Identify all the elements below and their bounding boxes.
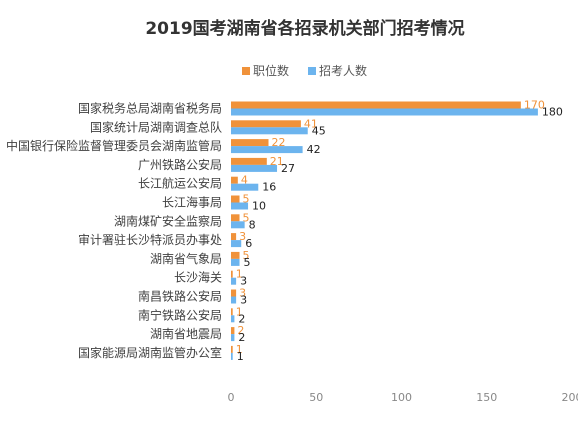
value-label-1-1: 45 <box>312 124 326 137</box>
bar-1-8 <box>231 258 240 266</box>
legend-swatch-0 <box>242 67 250 75</box>
bar-1-9 <box>231 277 237 285</box>
value-label-1-12: 2 <box>238 331 245 344</box>
bar-1-1 <box>231 127 308 135</box>
value-label-1-2: 42 <box>307 143 321 156</box>
x-tick-label: 100 <box>391 391 412 404</box>
bar-1-3 <box>231 164 278 172</box>
value-label-0-0: 170 <box>524 99 545 112</box>
bar-0-4 <box>231 176 238 184</box>
bar-0-6 <box>231 214 240 222</box>
bar-1-13 <box>231 352 233 360</box>
bar-1-5 <box>231 202 249 210</box>
value-label-1-13: 1 <box>237 350 244 363</box>
value-label-0-3: 21 <box>270 155 284 168</box>
x-tick-label: 50 <box>309 391 323 404</box>
category-label: 长沙海关 <box>174 270 222 285</box>
bar-1-2 <box>231 146 303 154</box>
category-label: 审计署驻长沙特派员办事处 <box>78 232 222 247</box>
legend-swatch-1 <box>308 67 316 75</box>
value-label-1-8: 5 <box>244 256 251 269</box>
bar-0-9 <box>231 270 233 278</box>
bar-0-8 <box>231 251 240 259</box>
value-label-0-10: 3 <box>239 287 246 300</box>
value-label-1-4: 16 <box>262 181 276 194</box>
value-label-1-3: 27 <box>281 162 295 175</box>
category-label: 湖南煤矿安全监察局 <box>114 213 222 228</box>
category-label: 国家能源局湖南监管办公室 <box>78 345 222 360</box>
value-label-1-10: 3 <box>240 294 247 307</box>
category-labels: 国家税务总局湖南省税务局国家统计局湖南调查总队中国银行保险监督管理委员会湖南监管… <box>6 101 222 360</box>
category-label: 广州铁路公安局 <box>138 157 222 172</box>
bar-0-7 <box>231 233 237 241</box>
bar-0-12 <box>231 327 235 335</box>
value-label-1-7: 6 <box>245 237 252 250</box>
category-label: 长江航运公安局 <box>138 176 222 191</box>
value-label-0-9: 1 <box>236 268 243 281</box>
value-label-0-11: 1 <box>236 305 243 318</box>
value-label-0-12: 2 <box>237 324 244 337</box>
bar-1-11 <box>231 315 235 323</box>
bar-1-4 <box>231 183 259 191</box>
bar-1-6 <box>231 221 245 229</box>
category-label: 中国银行保险监督管理委员会湖南监管局 <box>6 138 222 153</box>
category-label: 湖南省气象局 <box>150 251 222 266</box>
value-label-0-8: 5 <box>243 249 250 262</box>
legend: 职位数 招考人数 <box>242 63 367 78</box>
bar-0-5 <box>231 195 240 203</box>
value-label-1-9: 3 <box>240 275 247 288</box>
category-label: 国家税务总局湖南省税务局 <box>78 101 222 116</box>
category-label: 湖南省地震局 <box>150 326 222 341</box>
x-tick-label: 200 <box>562 391 578 404</box>
category-label: 南昌铁路公安局 <box>138 289 222 304</box>
value-label-1-11: 2 <box>238 312 245 325</box>
legend-label-1: 招考人数 <box>319 63 367 78</box>
chart-title: 2019国考湖南省各招录机关部门招考情况 <box>145 18 464 39</box>
bar-1-0 <box>231 108 538 116</box>
x-tick-label: 150 <box>476 391 497 404</box>
bars <box>231 101 538 360</box>
bar-0-13 <box>231 345 233 353</box>
legend-label-0: 职位数 <box>253 63 289 78</box>
bar-0-3 <box>231 157 267 165</box>
category-label: 国家统计局湖南调查总队 <box>90 119 222 134</box>
bar-0-10 <box>231 289 237 297</box>
value-label-0-4: 4 <box>241 174 248 187</box>
bar-1-10 <box>231 296 237 304</box>
value-label-0-7: 3 <box>239 230 246 243</box>
value-label-0-2: 22 <box>272 136 286 149</box>
value-label-0-6: 5 <box>243 211 250 224</box>
value-label-1-5: 10 <box>252 200 266 213</box>
bar-0-2 <box>231 139 269 147</box>
x-tick-label: 0 <box>228 391 235 404</box>
bar-1-12 <box>231 334 235 342</box>
bar-0-1 <box>231 120 301 128</box>
x-axis-ticks: 0 50 100 150 200 <box>228 391 578 404</box>
value-label-0-5: 5 <box>243 193 250 206</box>
category-label: 南宁铁路公安局 <box>138 307 222 322</box>
bar-0-11 <box>231 308 233 316</box>
bar-1-7 <box>231 240 242 248</box>
value-label-1-0: 180 <box>542 106 563 119</box>
value-label-0-13: 1 <box>236 343 243 356</box>
value-label-1-6: 8 <box>249 218 256 231</box>
bar-0-0 <box>231 101 521 109</box>
value-label-0-1: 41 <box>304 117 318 130</box>
category-label: 长江海事局 <box>162 195 222 210</box>
